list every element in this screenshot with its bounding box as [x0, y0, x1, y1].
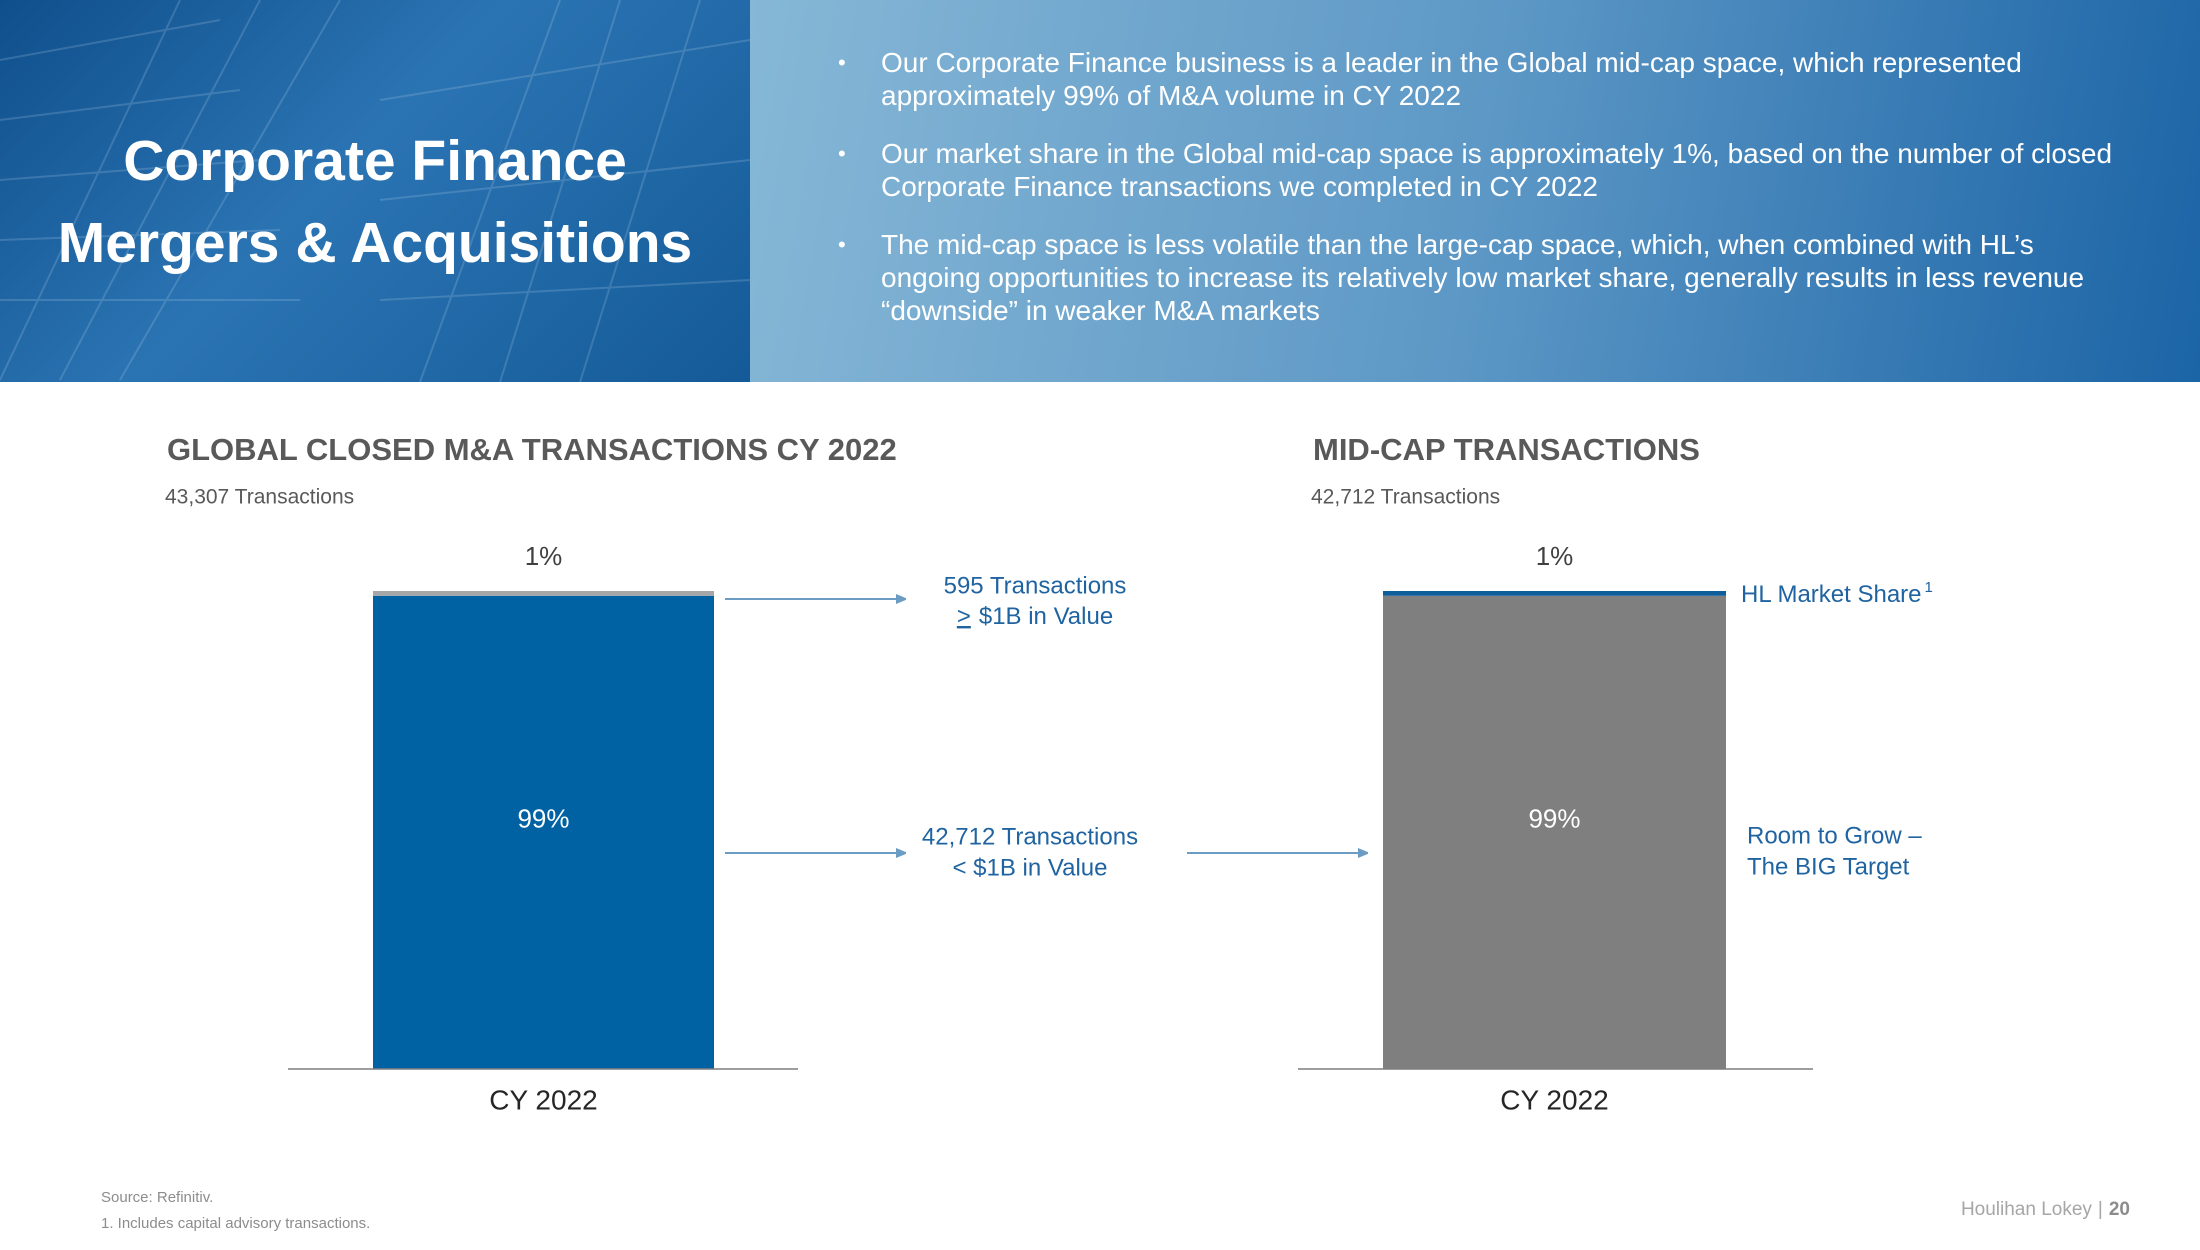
building-pattern [0, 0, 750, 382]
bar-segment [373, 591, 714, 596]
main-title: Corporate Finance [123, 129, 627, 193]
bullet: Our Corporate Finance business is a lead… [838, 46, 2128, 112]
bullet-list: Our Corporate Finance business is a lead… [838, 46, 2128, 352]
chart-subtitle: 42,712 Transactions [1311, 486, 1500, 509]
annotation: > $1B in Value [957, 603, 1113, 630]
value-label: 1% [1536, 541, 1574, 571]
brand: Houlihan Lokey [1961, 1199, 2092, 1220]
annotation-symbol: > [957, 603, 971, 630]
x-tick-label: CY 2022 [489, 1084, 597, 1115]
footnote: 1. Includes capital advisory transaction… [101, 1215, 370, 1232]
x-tick-label: CY 2022 [1500, 1084, 1608, 1115]
annotations: 595 Transactions > $1B in Value 42,712 Tr… [922, 572, 1933, 881]
bar-segment [1383, 591, 1726, 596]
arrows [725, 599, 1367, 853]
annotation: The BIG Target [1747, 853, 1910, 880]
header-image-panel: Corporate Finance Mergers & Acquisitions [0, 0, 750, 382]
source-note: Source: Refinitiv. [101, 1189, 213, 1206]
annotation: HL Market Share 1 [1741, 579, 1933, 608]
footnote-ref: 1 [1925, 579, 1933, 596]
charts: 595 Transactions > $1B in Value 42,712 Tr… [101, 432, 2130, 1232]
value-label: 99% [1528, 803, 1580, 833]
annotation: 595 Transactions [944, 572, 1127, 599]
annotation: $1B in Value [979, 603, 1113, 630]
value-label: 1% [525, 541, 563, 571]
main-title: Mergers & Acquisitions [57, 211, 693, 275]
page-footer: Houlihan Lokey | 20 [1961, 1199, 2130, 1220]
bar-segment [373, 595, 714, 1069]
annotation: 42,712 Transactions [922, 823, 1138, 850]
bar-segment [1383, 595, 1726, 1069]
chart-subtitle: 43,307 Transactions [165, 486, 354, 509]
value-label: 99% [517, 803, 569, 833]
annotation: Room to Grow – [1747, 822, 1922, 849]
page-number: 20 [2109, 1199, 2130, 1220]
chart-title: GLOBAL CLOSED M&A TRANSACTIONS CY 2022 [167, 432, 897, 467]
footer: Source: Refinitiv. 1. Includes capital a… [101, 1189, 2130, 1232]
bullet: Our market share in the Global mid-cap s… [838, 137, 2128, 203]
chart-title: MID-CAP TRANSACTIONS [1313, 432, 1700, 467]
separator: | [2098, 1199, 2103, 1220]
annotation: HL Market Share [1741, 581, 1922, 608]
bullet: The mid-cap space is less volatile than … [838, 228, 2128, 327]
annotation: < $1B in Value [952, 854, 1107, 881]
